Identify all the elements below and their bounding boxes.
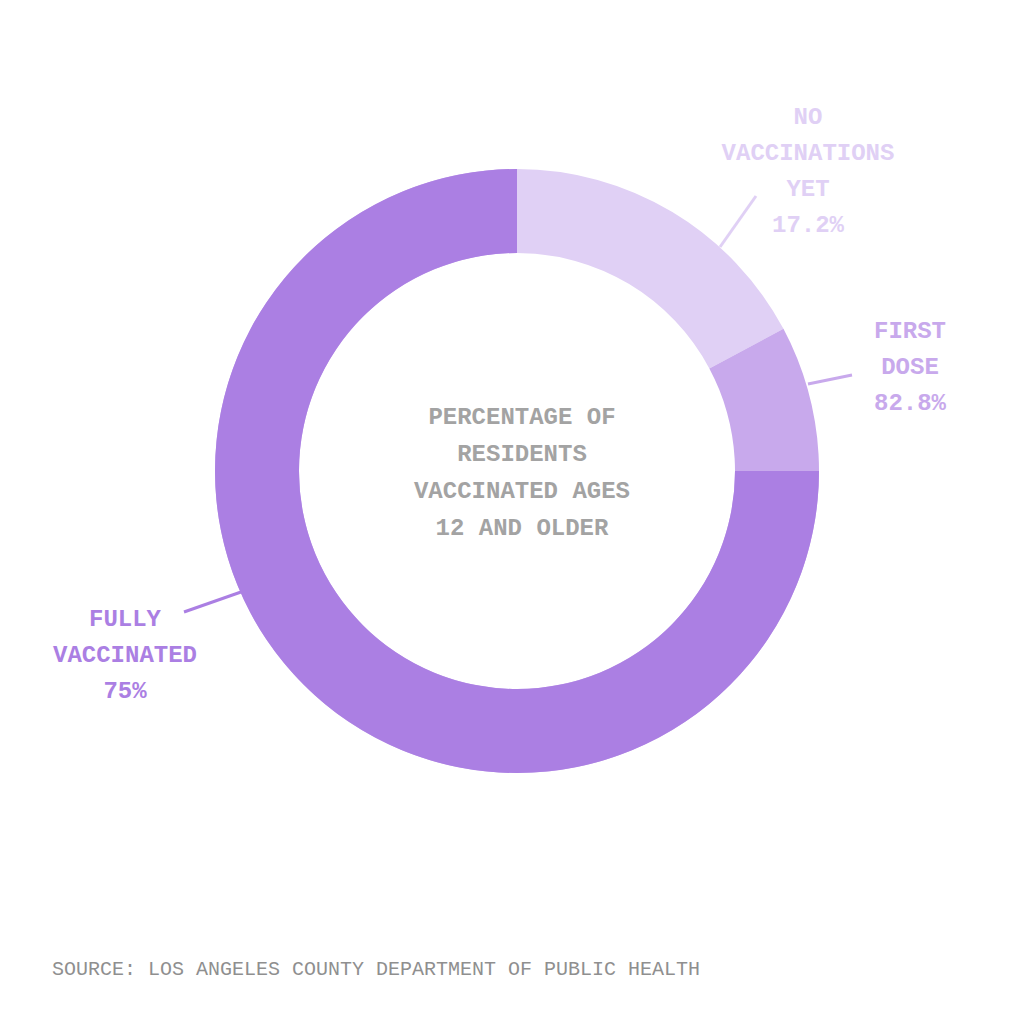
svg-text:75%: 75%: [103, 678, 147, 705]
svg-text:RESIDENTS: RESIDENTS: [457, 441, 587, 468]
svg-text:17.2%: 17.2%: [772, 212, 845, 239]
svg-text:FULLY: FULLY: [89, 606, 162, 633]
svg-text:12 AND OLDER: 12 AND OLDER: [436, 515, 609, 542]
svg-text:YET: YET: [786, 176, 829, 203]
svg-text:PERCENTAGE OF: PERCENTAGE OF: [428, 404, 615, 431]
svg-text:82.8%: 82.8%: [874, 390, 947, 417]
svg-text:DOSE: DOSE: [881, 354, 939, 381]
svg-text:VACCINATED: VACCINATED: [53, 642, 197, 669]
svg-text:VACCINATIONS: VACCINATIONS: [722, 140, 895, 167]
svg-text:VACCINATED AGES: VACCINATED AGES: [414, 478, 630, 505]
svg-text:NO: NO: [794, 104, 823, 131]
svg-text:SOURCE: LOS ANGELES COUNTY DEP: SOURCE: LOS ANGELES COUNTY DEPARTMENT OF…: [52, 958, 700, 981]
svg-text:FIRST: FIRST: [874, 318, 946, 345]
